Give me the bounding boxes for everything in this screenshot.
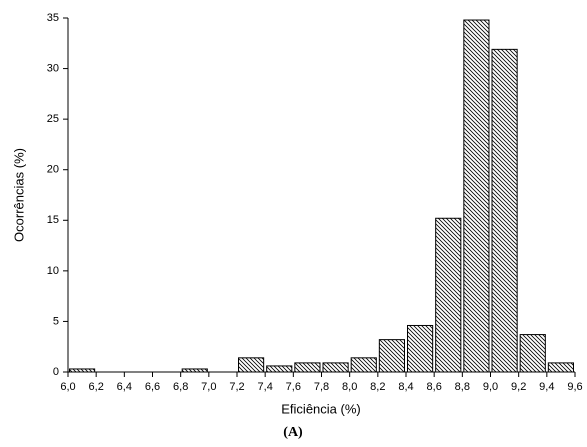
x-tick-label: 6,0 [60, 381, 75, 393]
bar [294, 362, 321, 373]
y-axis-title: Ocorrências (%) [11, 148, 26, 242]
y-tick-label: 25 [47, 113, 59, 125]
caption: (A) [283, 425, 303, 440]
x-tick-label: 8,8 [455, 381, 470, 393]
x-tick-label: 8,6 [427, 381, 442, 393]
bar [519, 334, 546, 373]
bar [322, 362, 349, 373]
y-tick-label: 0 [53, 366, 59, 378]
y-tick-label: 30 [47, 62, 59, 74]
x-tick-label: 8,4 [398, 381, 413, 393]
x-tick-label: 9,6 [567, 381, 582, 393]
x-tick-label: 7,4 [258, 381, 273, 393]
x-tick-label: 8,2 [370, 381, 385, 393]
bar [547, 362, 574, 373]
x-tick-label: 8,0 [342, 381, 357, 393]
x-tick-label: 7,0 [201, 381, 216, 393]
x-tick-label: 7,8 [314, 381, 329, 393]
bar [435, 217, 462, 373]
x-tick-label: 9,0 [483, 381, 498, 393]
bar [491, 48, 518, 373]
bar [407, 324, 434, 373]
bar [238, 357, 265, 373]
y-tick-label: 5 [53, 315, 59, 327]
bar [350, 357, 377, 373]
x-tick-label: 6,6 [145, 381, 160, 393]
bar [463, 19, 490, 373]
y-tick-label: 10 [47, 265, 59, 277]
bar [378, 339, 406, 373]
x-tick-label: 6,2 [89, 381, 104, 393]
y-tick-label: 20 [47, 164, 59, 176]
x-tick-label: 7,6 [286, 381, 301, 393]
y-tick-label: 15 [47, 214, 59, 226]
x-tick-label: 9,4 [539, 381, 554, 393]
bar [266, 365, 293, 373]
y-tick-label: 35 [47, 12, 59, 24]
x-tick-label: 7,2 [229, 381, 244, 393]
x-tick-label: 6,8 [173, 381, 188, 393]
x-tick-label: 6,4 [117, 381, 132, 393]
x-tick-label: 9,2 [511, 381, 526, 393]
x-axis-title: Eficiência (%) [281, 401, 360, 416]
